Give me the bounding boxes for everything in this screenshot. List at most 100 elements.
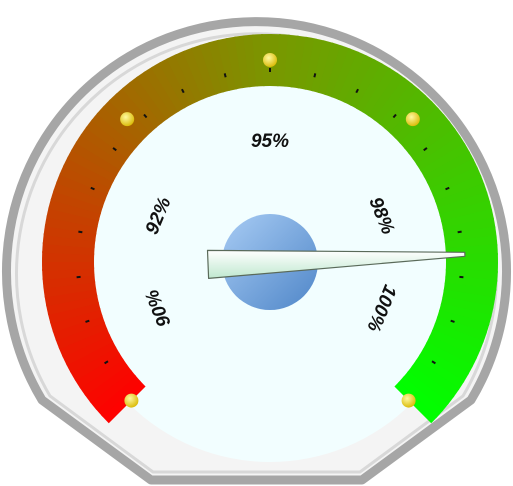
- minor-tick: [423, 147, 428, 152]
- marker-dot: [124, 393, 139, 408]
- color-band-segment: [234, 35, 251, 89]
- color-band-segment: [42, 259, 95, 271]
- color-band-segment: [373, 77, 413, 125]
- minor-tick: [457, 230, 462, 234]
- color-band-segment: [443, 226, 497, 243]
- color-band-segment: [435, 183, 488, 210]
- color-band-segment: [71, 141, 121, 177]
- color-band-segment: [216, 37, 238, 91]
- color-band-segment: [437, 191, 491, 216]
- color-band-segment: [394, 381, 438, 424]
- minor-tick: [431, 360, 436, 365]
- color-band-segment: [442, 217, 496, 237]
- color-band-segment: [79, 358, 128, 397]
- minor-tick: [90, 186, 95, 191]
- color-band-segment: [317, 42, 343, 96]
- color-band-segment: [74, 352, 124, 389]
- color-band-segment: [158, 57, 192, 109]
- color-band-segment: [415, 353, 465, 391]
- gauge-needle: [206, 249, 466, 279]
- color-band-segment: [45, 294, 99, 316]
- color-band-segment: [330, 48, 360, 101]
- color-band-segment: [304, 38, 326, 92]
- color-band-segment: [80, 126, 129, 165]
- minor-tick: [355, 88, 359, 94]
- color-band-segment: [438, 303, 492, 326]
- marker-dot: [401, 393, 416, 408]
- minor-tick: [392, 113, 397, 119]
- minor-tick: [112, 147, 117, 152]
- color-band-segment: [442, 289, 496, 309]
- color-band-segment: [96, 105, 142, 148]
- color-band-segment: [55, 321, 108, 350]
- minor-ticks: [76, 68, 464, 365]
- color-band-segment: [62, 334, 114, 366]
- color-band-segment: [182, 47, 211, 100]
- color-band-segment: [225, 36, 245, 90]
- color-band-segment: [208, 39, 231, 93]
- color-band-segment: [46, 206, 100, 228]
- color-band-segment: [403, 113, 451, 155]
- color-band-segment: [90, 112, 138, 154]
- color-band-segment: [128, 76, 168, 124]
- color-band-segment: [47, 301, 101, 324]
- color-band-segment: [150, 62, 186, 112]
- color-band-segment: [429, 166, 482, 197]
- marker-dot: [120, 112, 135, 127]
- color-band-segment: [429, 329, 481, 360]
- color-band-segment: [174, 50, 205, 103]
- minor-tick: [104, 360, 109, 365]
- color-band-segment: [337, 51, 368, 103]
- color-band-segment: [42, 233, 96, 249]
- color-band-segment: [44, 215, 98, 235]
- tick-label: 95%: [251, 131, 289, 152]
- color-band-segment: [48, 198, 102, 221]
- color-band-segment: [199, 41, 224, 95]
- color-band-segment: [290, 35, 308, 89]
- color-band-segment: [191, 44, 218, 97]
- color-band-segment: [441, 208, 495, 230]
- color-band-segment: [43, 281, 97, 298]
- color-band-segment: [443, 282, 497, 300]
- color-band-segment: [135, 71, 174, 120]
- color-band-segment: [166, 54, 198, 106]
- color-band-segment: [276, 34, 291, 87]
- color-band-segment: [75, 133, 125, 171]
- color-band-segment: [399, 107, 445, 149]
- color-band-segment: [44, 287, 98, 307]
- minor-tick: [78, 230, 83, 234]
- color-band-segment: [95, 375, 141, 417]
- color-band-arc: [42, 34, 498, 424]
- color-band-segment: [434, 316, 487, 343]
- minor-tick: [181, 88, 185, 94]
- color-band-segment: [349, 58, 384, 110]
- color-band-segment: [56, 172, 109, 202]
- color-band-segment: [378, 82, 420, 130]
- minor-tick: [313, 73, 317, 78]
- minor-tick: [85, 319, 90, 323]
- color-band-segment: [407, 365, 455, 405]
- color-band-segment: [416, 135, 466, 172]
- color-band-segment: [115, 87, 157, 133]
- color-band-segment: [101, 380, 146, 424]
- marker-dots: [120, 53, 420, 408]
- color-band-segment: [49, 308, 103, 333]
- color-band-segment: [426, 335, 478, 368]
- color-band-segment: [423, 150, 475, 184]
- color-band-segment: [52, 314, 105, 341]
- minor-tick: [143, 113, 148, 119]
- color-band-segment: [431, 322, 484, 352]
- color-band-segment: [58, 327, 111, 358]
- color-band-segment: [42, 241, 95, 256]
- color-band-segment: [432, 174, 485, 203]
- color-band-segment: [85, 119, 133, 159]
- color-band-segment: [408, 120, 456, 160]
- color-band-segment: [439, 200, 493, 223]
- color-band-segment: [43, 224, 97, 242]
- color-band-segment: [420, 142, 470, 178]
- minor-tick: [223, 73, 227, 78]
- color-band-segment: [355, 63, 391, 113]
- color-band-segment: [445, 268, 498, 283]
- color-band-segment: [343, 54, 376, 106]
- color-band-segment: [65, 340, 117, 374]
